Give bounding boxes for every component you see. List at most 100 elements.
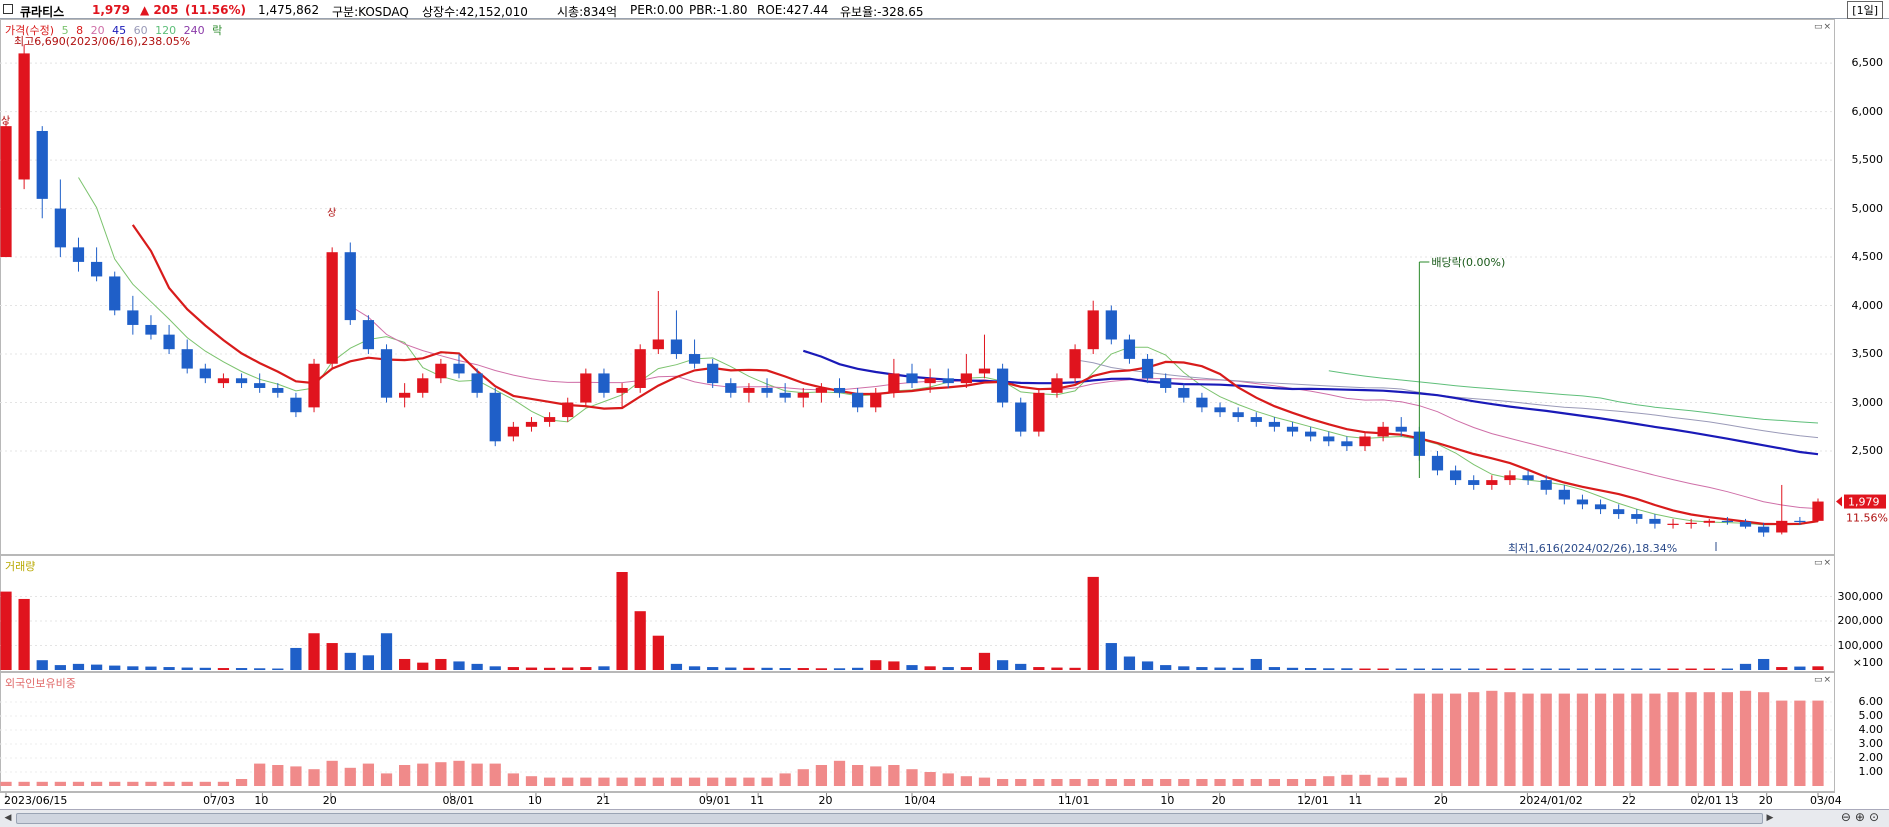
volume-bar — [1739, 663, 1752, 670]
legend-ma60: 60 — [133, 24, 148, 37]
candle-body — [1558, 489, 1570, 500]
pane-controls[interactable]: ▭× — [1813, 22, 1832, 32]
foreign-ratio-bar — [1087, 779, 1099, 786]
volume-bar — [1486, 668, 1498, 670]
candle-body — [1232, 412, 1244, 418]
volume-bar — [779, 668, 791, 670]
candle-body — [109, 276, 121, 311]
candle-body — [725, 383, 737, 393]
volume-bar — [453, 661, 465, 670]
foreign-ratio-bar — [181, 781, 193, 786]
candle-body — [942, 378, 954, 384]
candle-body — [1576, 499, 1589, 505]
candle-body — [525, 421, 538, 427]
volume-bar — [90, 664, 103, 670]
foreign-ratio-bar — [1739, 690, 1752, 786]
x-tick-label: 10 — [527, 794, 542, 807]
foreign-ratio-bar — [344, 767, 356, 786]
candle-body — [272, 387, 284, 393]
volume-bar — [616, 572, 628, 670]
scroll-right-icon[interactable]: ▶ — [1766, 813, 1774, 823]
stock-chart-svg[interactable]: 최고6,690(2023/06/16),238.05% 최저1,616(2024/… — [0, 0, 1889, 808]
stock-info-bar: 큐라티스 1,979 ▲ 205 (11.56%) 1,475,862 구분:K… — [0, 0, 1889, 19]
candle-body — [326, 252, 338, 364]
volume-bar — [815, 668, 828, 670]
zoom-in-icon[interactable]: ⊕ — [1854, 810, 1869, 824]
scroll-thumb[interactable] — [16, 813, 1763, 824]
chart-scrollbar[interactable]: ◀ ▶ ⊖⊕⊙ — [0, 809, 1889, 827]
foreign-ratio-bar — [960, 776, 972, 786]
volume-bar — [344, 652, 356, 670]
foreign-pane-controls[interactable]: ▭× — [1813, 675, 1832, 685]
volume-bar — [870, 660, 882, 670]
candle-body — [1214, 407, 1226, 413]
scroll-left-icon[interactable]: ◀ — [4, 813, 12, 823]
foreign-ratio-bar — [598, 777, 610, 786]
foreign-ratio-bar — [562, 777, 574, 786]
x-tick-label: 02/01 — [1690, 794, 1723, 807]
volume-bar — [906, 665, 918, 670]
foreign-ratio-bar — [254, 763, 266, 786]
candle-body — [362, 320, 375, 350]
foreign-y-tick: 2.00 — [1858, 751, 1884, 764]
volume-y-tick: 200,000 — [1837, 614, 1884, 627]
candle-body — [815, 387, 828, 393]
x-tick-label: 2024/01/02 — [1519, 794, 1583, 807]
candle-body — [1776, 520, 1788, 533]
volume-bar — [725, 667, 737, 670]
candle-body — [634, 349, 646, 388]
select-checkbox[interactable] — [3, 4, 13, 14]
foreign-ratio-bar — [1377, 777, 1389, 786]
foreign-ratio-bar — [870, 766, 882, 786]
foreign-ratio-bar — [1613, 693, 1625, 786]
zoom-controls[interactable]: ⊖⊕⊙ — [1841, 810, 1883, 824]
volume-bar — [960, 667, 972, 670]
volume-legend: 거래량 — [5, 560, 36, 573]
candle-body — [1395, 426, 1407, 432]
zoom-out-icon[interactable]: ⊖ — [1840, 810, 1855, 824]
candle-body — [1449, 470, 1462, 481]
candle-body — [399, 392, 411, 398]
current-price: 1,979 — [92, 3, 130, 17]
foreign-ratio-bar — [1703, 692, 1715, 786]
volume-bar — [1594, 668, 1607, 670]
high-price-label: 최고6,690(2023/06/16),238.05% — [14, 35, 190, 48]
candle-body — [1069, 349, 1081, 379]
candle-body — [199, 368, 211, 379]
foreign-ratio-bar — [1776, 700, 1788, 786]
volume-bar — [272, 668, 284, 670]
foreign-ratio-bar — [1051, 779, 1063, 786]
volume-bar — [1395, 668, 1407, 670]
volume-bar — [217, 668, 230, 670]
candle-body — [181, 349, 193, 369]
market-type: 구분:KOSDAQ — [332, 5, 409, 19]
foreign-ratio-bar — [1649, 693, 1661, 786]
foreign-ratio-bar — [1178, 779, 1190, 786]
price-legend: 가격(수정) 5 8 20 45 60 120 240 락 — [5, 22, 226, 38]
period-selector[interactable]: [1일] — [1847, 1, 1883, 19]
candle-body — [1341, 441, 1353, 447]
foreign-ratio-bar — [1721, 692, 1734, 786]
candle-body — [1649, 518, 1661, 524]
volume-bar — [996, 660, 1009, 670]
candle-body — [1504, 475, 1516, 481]
volume-bar — [1087, 576, 1099, 670]
volume-bar — [562, 667, 574, 670]
candle-body — [1522, 475, 1534, 481]
foreign-ratio-bar — [489, 763, 501, 786]
volume-bar — [72, 663, 85, 670]
foreign-y-axis: 6.00 5.00 4.00 3.00 2.00 1.00 — [1835, 672, 1889, 792]
candle-body — [1196, 397, 1208, 408]
zoom-reset-icon[interactable]: ⊙ — [1868, 810, 1883, 824]
price-change-pct: (11.56%) — [185, 3, 246, 17]
candle-body — [996, 368, 1009, 403]
volume-bar — [1613, 668, 1625, 670]
candle-body — [1305, 431, 1317, 437]
volume-bar — [1776, 667, 1788, 670]
candle-body — [688, 354, 701, 364]
foreign-ratio-bar — [942, 773, 954, 786]
volume-pane-controls[interactable]: ▭× — [1813, 558, 1832, 568]
volume-bar — [1178, 666, 1190, 670]
candle-body — [1377, 426, 1389, 437]
x-tick-label: 07/03 — [203, 794, 235, 807]
